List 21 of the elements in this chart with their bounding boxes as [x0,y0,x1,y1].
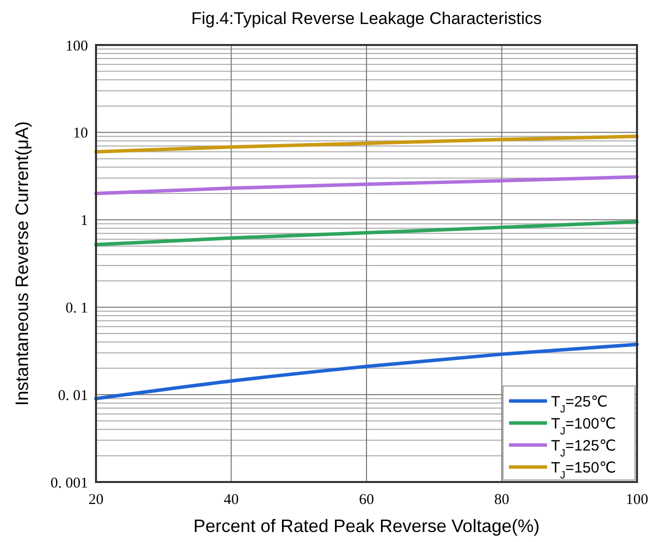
y-tick-label: 10 [73,126,88,142]
x-axis-title: Percent of Rated Peak Reverse Voltage(%) [193,516,540,536]
chart-title: Fig.4:Typical Reverse Leakage Characteristics [191,9,542,28]
legend-label: T$_{J}$=150℃ [551,459,616,482]
legend-label: T$_{J}$=125℃ [551,437,616,460]
x-tick-label: 100 [626,492,648,508]
x-tick-label: 40 [224,492,239,508]
legend-label: T$_{J}$=100℃ [551,415,616,438]
x-tick-label: 80 [494,492,510,508]
legend-label: T$_{J}$=25℃ [551,393,608,416]
x-tick-label: 20 [88,492,104,508]
y-tick-label: 0. 001 [50,475,88,492]
line-series [94,220,639,246]
line-series [94,175,639,196]
y-tick-label: 1 [80,213,88,230]
y-axis-title: Instantaneous Reverse Current(μA) [12,121,32,406]
y-tick-label: 0. 1 [66,300,88,316]
x-tick-label: 60 [359,492,374,508]
y-tick-label: 0. 01 [58,388,88,404]
y-tick-label: 100 [66,38,88,54]
line-series [94,134,639,154]
